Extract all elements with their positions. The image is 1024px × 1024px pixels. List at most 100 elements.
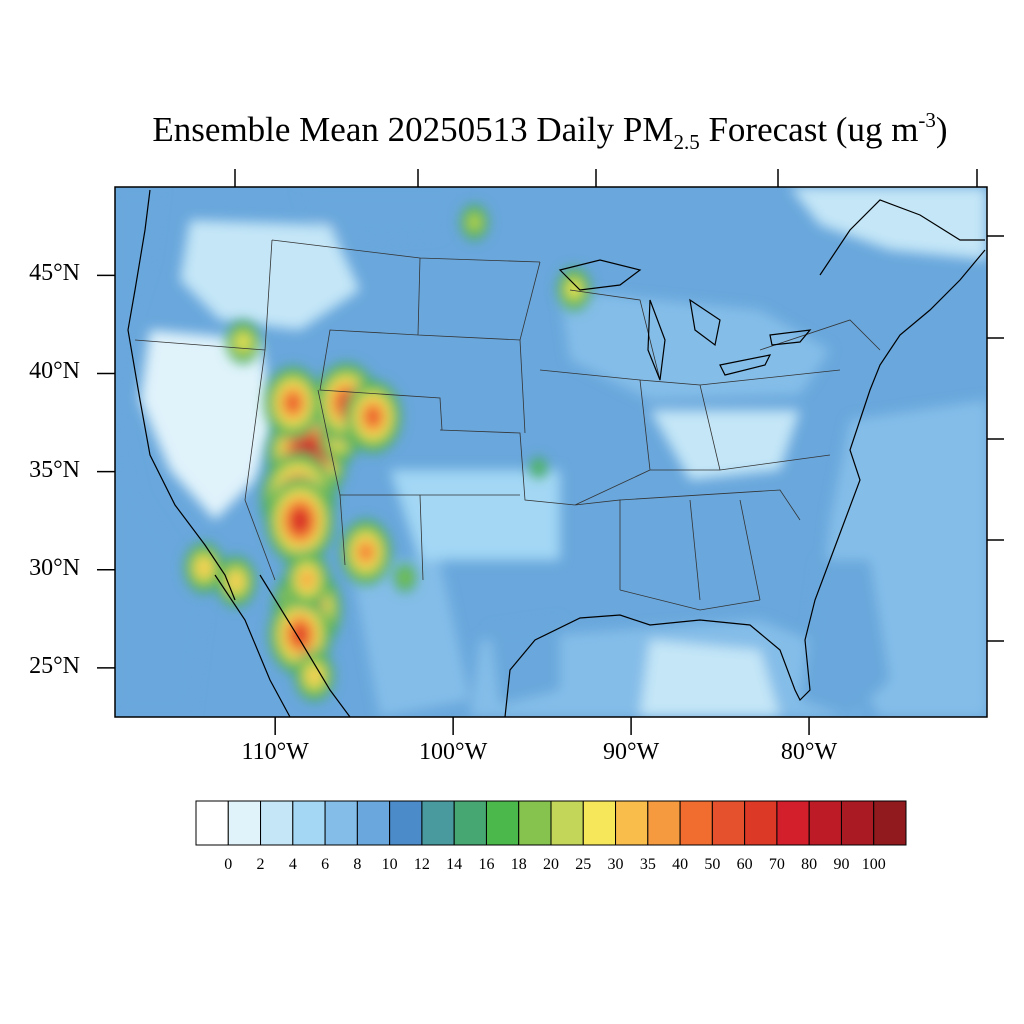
colorbar-label: 40	[672, 856, 689, 873]
hotspot-ring	[294, 513, 306, 528]
colorbar-swatch	[227, 800, 262, 846]
colorbar-label: 35	[639, 856, 656, 873]
hotspot-ring	[237, 335, 249, 349]
hotspot-ring	[568, 282, 580, 296]
map-border	[114, 186, 988, 718]
longitude-label: 110°W	[241, 739, 309, 765]
title-subscript: 2.5	[673, 130, 700, 154]
map-title: Ensemble Mean 20250513 Daily PM2.5 Forec…	[0, 108, 1024, 153]
hotspot-ring	[198, 560, 210, 575]
hotspot-layer	[184, 204, 592, 702]
title-prefix: Ensemble Mean 20250513 Daily PM	[152, 110, 674, 149]
pm25-hotspot	[557, 267, 592, 311]
colorbar-label: 18	[510, 856, 527, 873]
lake-erie-outline	[719, 354, 772, 376]
pm25-hotspot	[265, 477, 335, 565]
title-middle: Forecast (ug m	[699, 110, 919, 149]
colorbar-label: 20	[543, 856, 559, 873]
hotspot-ring	[367, 409, 379, 424]
colorbar-label: 8	[353, 856, 362, 873]
latitude-ticks	[97, 274, 115, 669]
colorbar-swatch	[808, 800, 842, 846]
hotspot-ring	[287, 396, 299, 410]
hotspot-ring	[308, 668, 320, 683]
colorbar-label: 16	[478, 856, 495, 873]
pm25-hotspot	[184, 542, 224, 594]
great-lakes-shade	[560, 290, 830, 400]
colorbar-swatch	[711, 800, 746, 846]
map-frame	[114, 169, 1004, 718]
colorbar-label: 100	[861, 856, 886, 873]
pm25-hotspot	[344, 380, 402, 454]
latitude-label: 40°N	[29, 358, 80, 385]
longitude-ticks	[274, 717, 810, 735]
colorbar-label: 4	[288, 856, 297, 873]
colorbar-swatch	[324, 800, 358, 846]
lake-michigan-outline	[647, 299, 666, 381]
colorbar-label: 12	[413, 856, 430, 873]
regional-shading	[115, 187, 987, 717]
hotspot-ring	[301, 572, 313, 587]
colorbar-swatch	[582, 800, 617, 846]
colorbar-label: 70	[768, 856, 785, 873]
colorbar-swatch	[195, 800, 229, 846]
hotspot-ring	[294, 627, 306, 642]
pm25-field	[115, 187, 987, 717]
hotspot-ring	[399, 570, 411, 585]
colorbar-label: 50	[704, 856, 721, 873]
mexico-pacific-coast	[259, 574, 351, 717]
colorbar-swatch	[356, 800, 391, 846]
coastlines	[127, 189, 986, 717]
lake-ontario-outline	[769, 329, 812, 346]
pm25-hotspot	[340, 519, 392, 585]
colorbar-label: 30	[607, 856, 624, 873]
state-boundaries	[134, 239, 881, 611]
pm25-hotspot	[284, 550, 330, 609]
colorbar-label: 25	[575, 856, 592, 873]
colorbar-swatch	[260, 800, 294, 846]
colorbar-swatch	[485, 800, 520, 846]
pm25-hotspot	[294, 650, 335, 702]
west-coast	[127, 189, 236, 601]
hotspot-ring	[533, 460, 544, 475]
pacific-ocean-shade	[115, 187, 205, 717]
colorbar-swatch	[647, 800, 681, 846]
colorbar-label: 60	[736, 856, 753, 873]
colorbar-label: 90	[833, 856, 850, 873]
quebec-shade	[790, 187, 987, 260]
colorbar-swatch	[615, 800, 649, 846]
colorbar-label: 80	[801, 856, 818, 873]
texas-coast-shade	[490, 620, 560, 705]
pm25-hotspot	[226, 320, 261, 364]
colorbar-swatch	[518, 800, 552, 846]
colorbar-swatch	[776, 800, 810, 846]
latitude-label: 30°N	[29, 554, 80, 581]
hotspot-ring	[360, 545, 372, 560]
colorbar-swatch	[292, 800, 326, 846]
lake-superior-outline	[558, 259, 642, 291]
title-superscript: -3	[918, 108, 936, 132]
colorbar-swatch	[840, 800, 875, 846]
colorbar-label: 14	[446, 856, 463, 873]
longitude-label: 80°W	[780, 739, 838, 765]
colorbar-swatch	[679, 800, 713, 846]
colorbar-label: 0	[224, 856, 233, 873]
great-basin-shade	[140, 330, 275, 520]
hotspot-ring	[469, 215, 480, 230]
baja-coast	[214, 574, 291, 717]
state-line-network	[134, 239, 841, 611]
colorbar-swatch	[389, 800, 423, 846]
hotspot-ring	[230, 574, 242, 589]
bahamas-shade	[800, 560, 890, 717]
state-line-northeast	[759, 319, 881, 351]
longitude-label: 90°W	[602, 739, 660, 765]
colorbar-label: 10	[381, 856, 398, 873]
pm25-hotspot	[264, 366, 322, 440]
saint-lawrence-outline	[819, 199, 985, 276]
ohio-valley-shade	[650, 410, 800, 480]
pm25-hotspot	[460, 204, 489, 241]
canada-shade	[300, 187, 460, 240]
title-suffix: )	[935, 110, 948, 149]
colorbar-swatch	[550, 800, 584, 846]
